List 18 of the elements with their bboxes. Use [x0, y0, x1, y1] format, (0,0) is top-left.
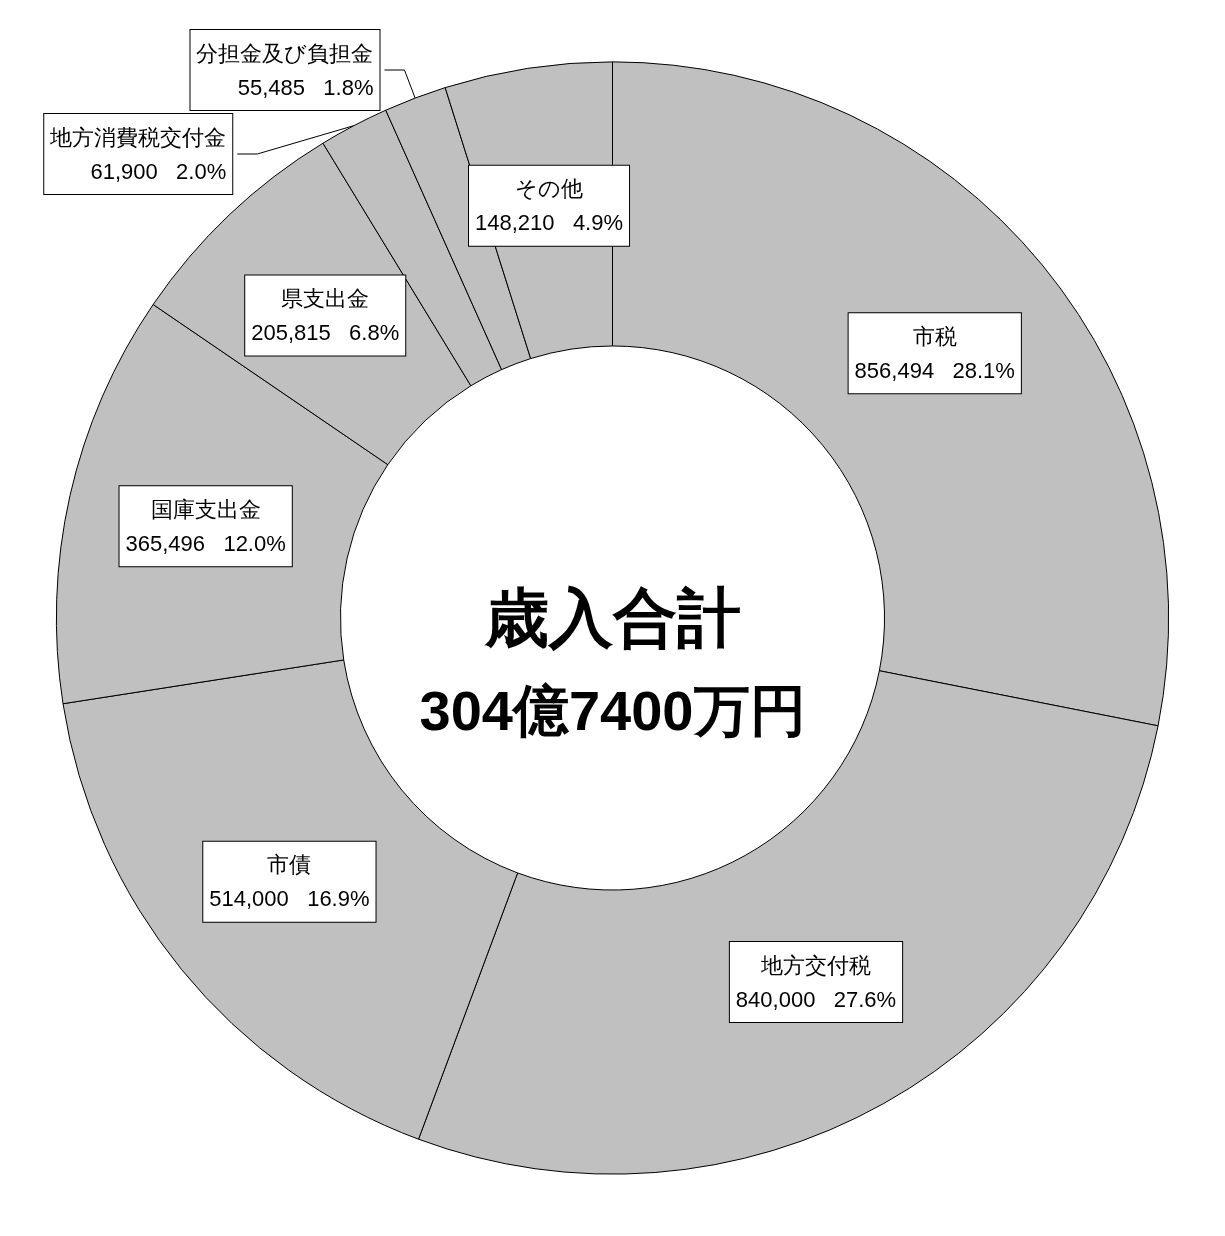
data-label: 61,900 2.0% — [90, 158, 227, 184]
slice-label: 市税 — [912, 323, 957, 349]
data-label: 148,210 4.9% — [475, 210, 624, 236]
slice-label: 国庫支出金 — [150, 496, 261, 522]
data-label: 365,496 12.0% — [125, 530, 286, 556]
data-label: 55,485 1.8% — [237, 74, 374, 100]
data-label: 856,494 28.1% — [854, 357, 1015, 383]
slice-label: 県支出金 — [281, 286, 370, 312]
slice-label: 地方交付税 — [760, 952, 871, 978]
slice-label: 分担金及び負担金 — [196, 40, 374, 66]
data-label: 514,000 16.9% — [209, 886, 370, 912]
text: 304億7400万円 — [419, 678, 806, 742]
slice-label: 市債 — [267, 852, 312, 878]
text: 歳入合計 — [483, 582, 741, 654]
slice-label: 地方消費税交付金 — [49, 124, 227, 150]
data-label: 840,000 27.6% — [735, 986, 897, 1012]
slice-label: その他 — [515, 176, 584, 202]
data-label: 205,815 6.8% — [251, 320, 400, 346]
